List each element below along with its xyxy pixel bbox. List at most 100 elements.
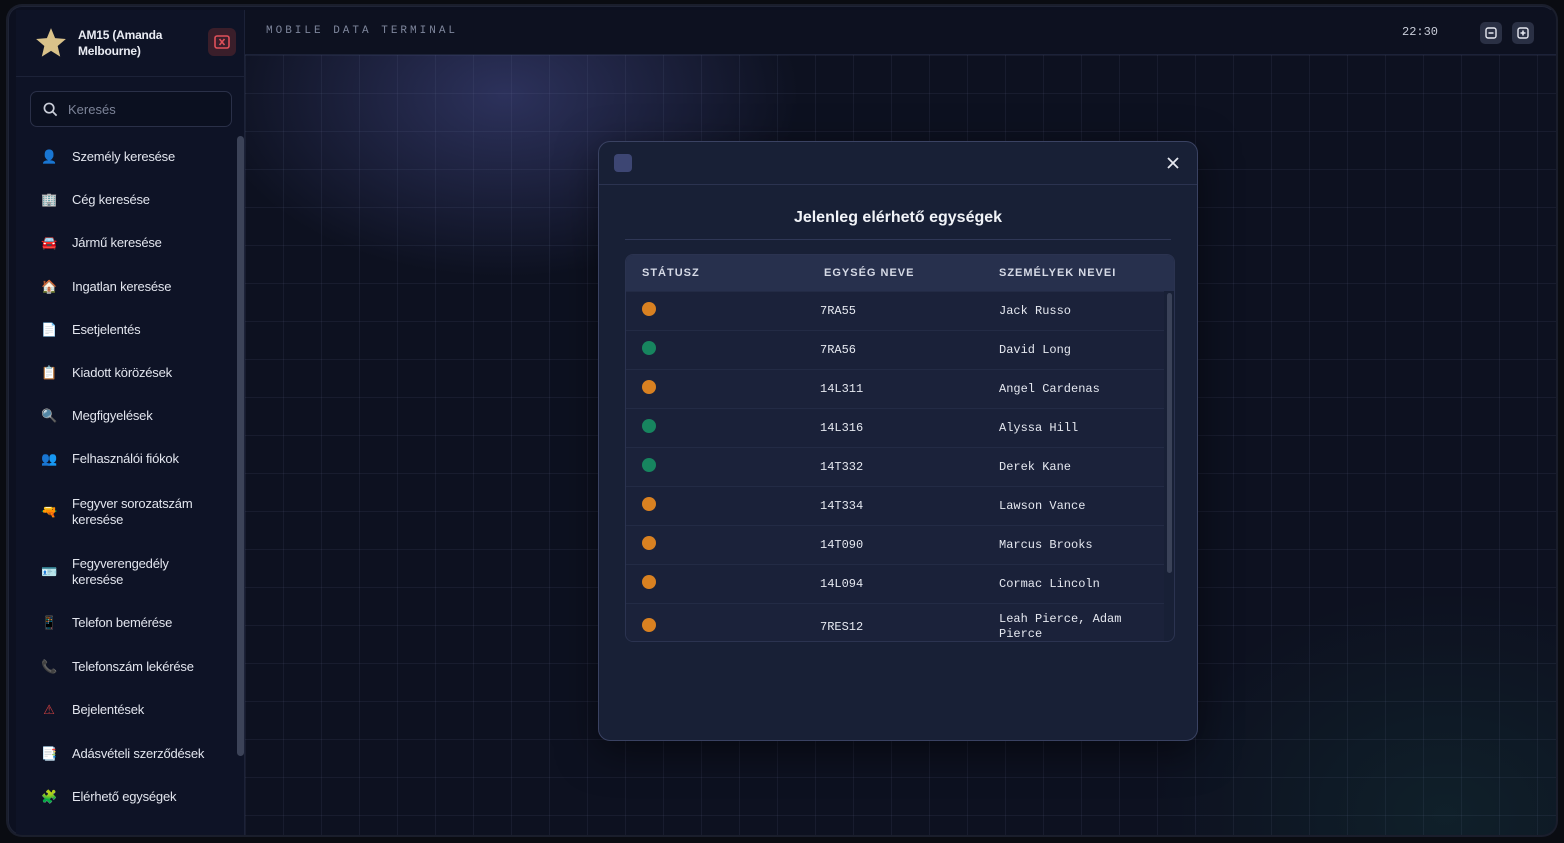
table-row[interactable]: 7RA56 David Long — [626, 330, 1164, 369]
app-title: MOBILE DATA TERMINAL — [266, 25, 459, 37]
sidebar-item-label: Személy keresése — [72, 148, 176, 164]
sidebar-item[interactable]: 📱 Telefon bemérése — [16, 601, 244, 645]
modal-header — [599, 142, 1197, 185]
modal-divider — [625, 239, 1171, 240]
table-row[interactable]: 7RES12 Leah Pierce, Adam Pierce — [626, 603, 1164, 641]
sidebar-scrollbar[interactable] — [237, 136, 244, 756]
persons-cell: Alyssa Hill — [999, 420, 1079, 435]
minimize-icon — [1485, 27, 1497, 39]
car-icon: 🚘 — [41, 235, 57, 250]
table-row[interactable]: 7RA55 Jack Russo — [626, 291, 1164, 330]
table-row[interactable]: 14L316 Alyssa Hill — [626, 408, 1164, 447]
report-icon: 📄 — [41, 321, 57, 337]
column-header-persons: SZEMÉLYEK NEVEI — [999, 267, 1117, 279]
sidebar-item[interactable]: 👤 Személy keresése — [16, 135, 244, 178]
house-icon: 🏠 — [41, 278, 57, 294]
persons-cell: Lawson Vance — [999, 498, 1086, 513]
table-row[interactable]: 14L094 Cormac Lincoln — [626, 564, 1164, 603]
contract-icon: 📑 — [41, 745, 57, 761]
unit-name-cell: 14L094 — [820, 577, 864, 591]
sidebar-item[interactable]: 👥 Felhasználói fiókok — [16, 437, 244, 481]
unit-name-cell: 14T332 — [820, 460, 864, 474]
status-dot — [642, 497, 656, 511]
sidebar-item[interactable]: 🚘 Jármű keresése — [16, 221, 244, 265]
status-cell — [626, 458, 808, 476]
sidebar-item-label: Cég keresése — [72, 191, 150, 207]
unit-name-cell: 14L316 — [820, 421, 864, 435]
table-row[interactable]: 14L311 Angel Cardenas — [626, 369, 1164, 408]
gun-icon: 🔫 — [41, 503, 57, 519]
status-cell — [626, 302, 808, 320]
sidebar-item[interactable]: 🪪 Fegyverengedély keresése — [16, 542, 244, 601]
phone-number-icon: 📞 — [41, 658, 57, 674]
wanted-icon: 📋 — [41, 364, 57, 380]
users-icon: 👥 — [41, 451, 57, 466]
status-dot — [642, 536, 656, 550]
persons-cell: Derek Kane — [999, 459, 1072, 474]
sidebar-item[interactable]: 🧩 Elérhető egységek — [16, 775, 244, 818]
persons-cell: Leah Pierce, Adam Pierce — [999, 611, 1122, 641]
table-body: 7RA55 Jack Russo 7RA56 David Long 14L311 Ange… — [626, 291, 1174, 641]
persons-cell: Cormac Lincoln — [999, 576, 1100, 591]
column-header-status: STÁTUSZ — [642, 267, 700, 279]
maximize-button[interactable] — [1512, 22, 1534, 44]
status-cell — [626, 380, 808, 398]
magnifier-icon: 🔍 — [41, 407, 57, 423]
user-name: AM15 (Amanda Melbourne) — [78, 28, 163, 58]
minimize-button[interactable] — [1480, 22, 1502, 44]
sidebar-item[interactable]: 🏢 Cég keresése — [16, 178, 244, 221]
search-input[interactable] — [66, 100, 220, 118]
persons-cell: Marcus Brooks — [999, 537, 1093, 552]
status-cell — [626, 419, 808, 437]
sidebar-item[interactable]: 🔫 Fegyver sorozatszám keresése — [16, 481, 244, 542]
table-row[interactable]: 14T332 Derek Kane — [626, 447, 1164, 486]
close-icon — [1167, 157, 1179, 169]
sidebar-item-label: Fegyverengedély keresése — [72, 555, 169, 587]
status-dot — [642, 341, 656, 355]
unit-name-cell: 14T090 — [820, 538, 864, 552]
sidebar-item[interactable]: 📞 Telefonszám lekérése — [16, 645, 244, 688]
maximize-icon — [1517, 27, 1529, 39]
status-cell — [626, 536, 808, 554]
sidebar-item[interactable]: 📋 Kiadott körözések — [16, 351, 244, 394]
status-dot — [642, 419, 656, 433]
sidebar-item[interactable]: ⚠ Bejelentések — [16, 688, 244, 732]
sidebar: AM15 (Amanda Melbourne) 👤 Személy keresés… — [16, 10, 245, 835]
sidebar-item[interactable]: 🔍 Megfigyelések — [16, 394, 244, 437]
status-cell — [626, 497, 808, 515]
column-header-unit: EGYSÉG NEVE — [824, 267, 915, 279]
sidebar-item[interactable]: 📑 Adásvételi szerződések — [16, 732, 244, 775]
status-dot — [642, 302, 656, 316]
sidebar-item[interactable]: 🏠 Ingatlan keresése — [16, 265, 244, 308]
table-row[interactable]: 14T334 Lawson Vance — [626, 486, 1164, 525]
persons-cell: Angel Cardenas — [999, 381, 1100, 396]
person-icon: 👤 — [41, 148, 57, 164]
sidebar-item[interactable]: 📄 Esetjelentés — [16, 308, 244, 351]
search-box[interactable] — [30, 91, 232, 127]
sidebar-item-label: Megfigyelések — [72, 407, 153, 423]
sidebar-item-label: Bejelentések — [72, 702, 145, 717]
logout-button[interactable] — [208, 28, 236, 56]
table-scrollbar[interactable] — [1167, 293, 1172, 573]
modal-close-button[interactable] — [1163, 153, 1183, 173]
phone-icon: 📱 — [41, 615, 57, 630]
persons-cell: Jack Russo — [999, 303, 1072, 318]
unit-name-cell: 14T334 — [820, 499, 864, 513]
building-icon: 🏢 — [41, 191, 57, 207]
status-cell — [626, 617, 808, 636]
sidebar-item-label: Ingatlan keresése — [72, 278, 172, 294]
table-row[interactable]: 14T090 Marcus Brooks — [626, 525, 1164, 564]
sidebar-item-label: Telefon bemérése — [72, 615, 173, 630]
table-header: STÁTUSZ EGYSÉG NEVE SZEMÉLYEK NEVEI — [626, 255, 1174, 291]
unit-name-cell: 7RES12 — [820, 619, 864, 634]
clock: 22:30 — [1402, 25, 1439, 39]
sidebar-item-label: Esetjelentés — [72, 321, 141, 337]
status-dot — [642, 617, 656, 632]
warning-icon: ⚠ — [43, 702, 55, 717]
persons-cell: David Long — [999, 342, 1072, 357]
top-bar: MOBILE DATA TERMINAL 22:30 — [245, 10, 1556, 55]
app-frame: AM15 (Amanda Melbourne) 👤 Személy keresés… — [8, 6, 1556, 835]
sidebar-item-label: Felhasználói fiókok — [72, 451, 179, 466]
sidebar-item-label: Jármű keresése — [72, 235, 162, 250]
license-icon: 🪪 — [41, 563, 57, 579]
